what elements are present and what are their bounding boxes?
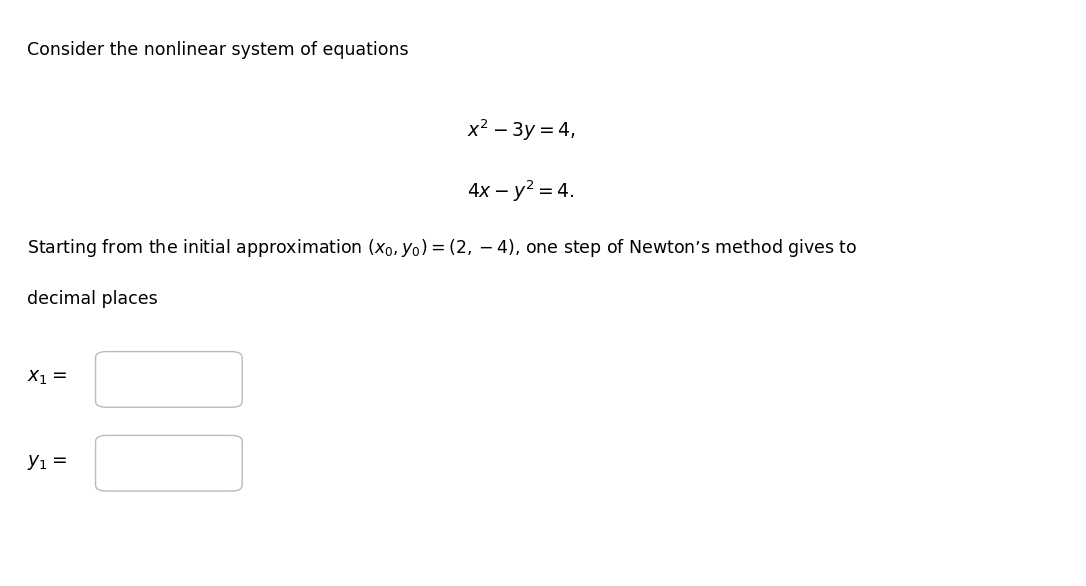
Text: Consider the nonlinear system of equations: Consider the nonlinear system of equatio… [27, 41, 408, 59]
FancyBboxPatch shape [96, 352, 242, 407]
Text: decimal places: decimal places [27, 290, 157, 308]
FancyBboxPatch shape [96, 435, 242, 491]
Text: $y_1 =$: $y_1 =$ [27, 454, 67, 472]
Text: $x_1 =$: $x_1 =$ [27, 369, 67, 387]
Text: Starting from the initial approximation $(x_0, y_0) = (2, -4)$, one step of Newt: Starting from the initial approximation … [27, 237, 858, 260]
Text: $4x - y^2 = 4.$: $4x - y^2 = 4.$ [467, 179, 576, 205]
Text: $x^2 - 3y = 4,$: $x^2 - 3y = 4,$ [467, 117, 576, 143]
